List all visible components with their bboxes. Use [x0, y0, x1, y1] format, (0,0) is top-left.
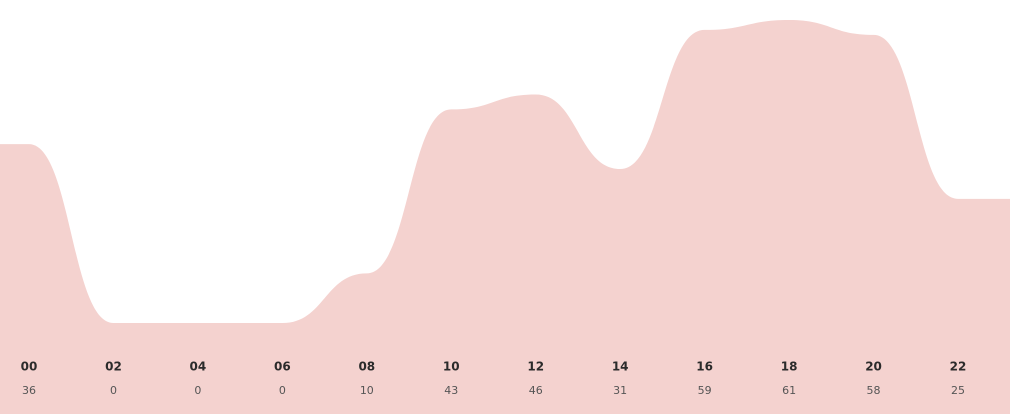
value-label: 0: [110, 384, 117, 397]
x-tick-label: 06: [274, 360, 291, 374]
area: [0, 20, 1010, 414]
value-label: 0: [279, 384, 286, 397]
x-tick-label: 04: [190, 360, 207, 374]
x-tick-label: 16: [696, 360, 713, 374]
value-label: 46: [529, 384, 543, 397]
value-label: 58: [867, 384, 881, 397]
x-tick-label: 00: [21, 360, 38, 374]
value-label: 61: [782, 384, 796, 397]
x-tick-label: 18: [781, 360, 798, 374]
x-tick-label: 14: [612, 360, 629, 374]
value-label: 25: [951, 384, 965, 397]
value-label: 43: [444, 384, 458, 397]
value-label: 36: [22, 384, 36, 397]
x-tick-label: 10: [443, 360, 460, 374]
x-tick-label: 12: [527, 360, 544, 374]
x-tick-label: 02: [105, 360, 122, 374]
x-tick-label: 22: [950, 360, 967, 374]
value-label: 59: [698, 384, 712, 397]
value-label: 31: [613, 384, 627, 397]
x-tick-label: 20: [865, 360, 882, 374]
value-label: 10: [360, 384, 374, 397]
x-tick-label: 08: [358, 360, 375, 374]
value-label: 0: [194, 384, 201, 397]
